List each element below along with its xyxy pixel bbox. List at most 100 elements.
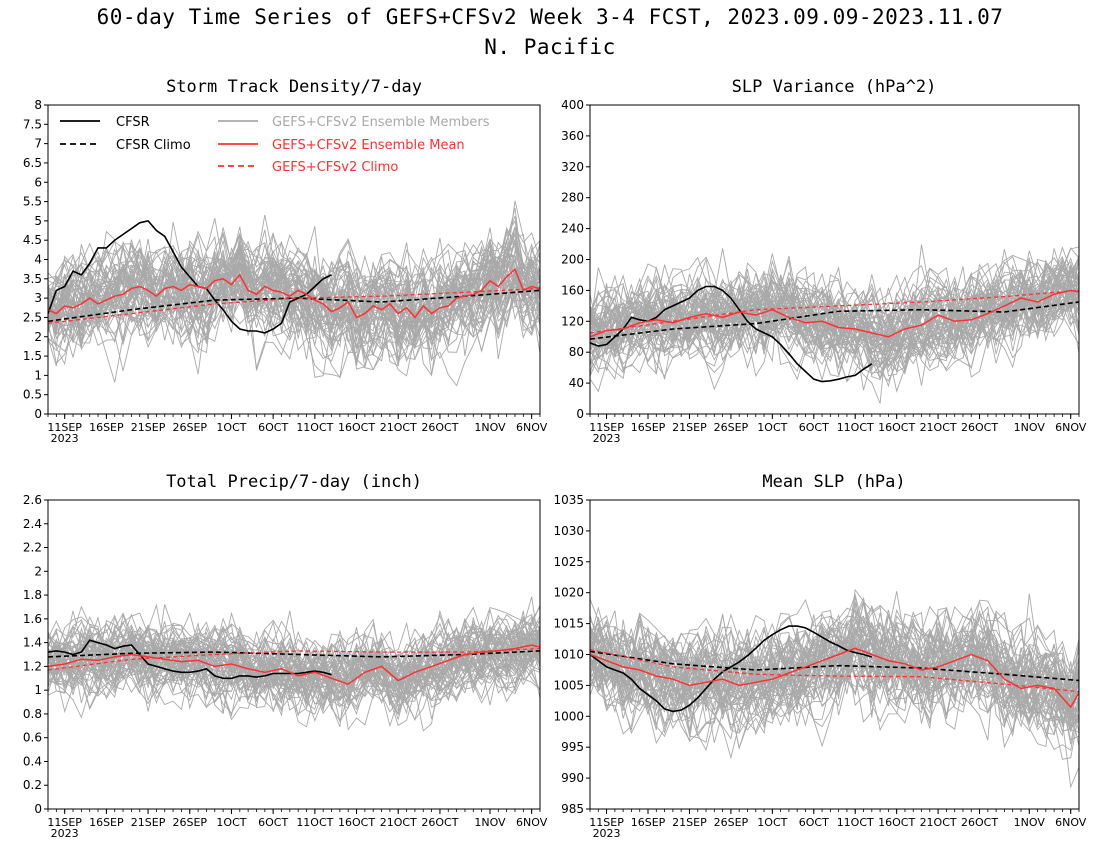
plot-area <box>590 244 1079 404</box>
y-tick-label: 995 <box>561 740 584 754</box>
x-tick-year: 2023 <box>51 827 79 840</box>
ensemble-member-line <box>48 614 540 709</box>
y-tick-label: 3.5 <box>23 272 42 286</box>
x-tick-label: 11OCT <box>296 421 333 434</box>
x-tick-label: 16SEP <box>631 816 666 829</box>
x-tick-label: 16SEP <box>89 816 124 829</box>
y-tick-label: 0.8 <box>23 707 42 721</box>
ensemble-member-line <box>48 240 540 371</box>
ensemble-member-line <box>48 254 540 363</box>
ensemble-member-line <box>590 264 1079 372</box>
y-tick-label: 2.6 <box>23 493 42 507</box>
y-tick-label: 1030 <box>553 524 584 538</box>
ensemble-members <box>590 244 1079 404</box>
ensemble-members <box>48 200 540 387</box>
y-tick-label: 4 <box>34 253 42 267</box>
y-tick-label: 1.8 <box>23 588 42 602</box>
x-tick-label: 11SEP <box>589 421 624 434</box>
x-tick-label: 6NOV <box>516 421 548 434</box>
legend-ens-mean-label: GEFS+CFSv2 Ensemble Mean <box>272 138 465 153</box>
ensemble-member-line <box>590 613 1079 760</box>
page-subtitle-region: N. Pacific <box>484 35 616 59</box>
plot-area <box>48 200 540 387</box>
y-tick-label: 2.2 <box>23 541 42 555</box>
legend-cfsr-climo-label: CFSR Climo <box>116 138 191 153</box>
y-tick-label: 8 <box>34 98 42 112</box>
x-tick-year: 2023 <box>593 827 621 840</box>
x-tick-label: 21SEP <box>672 816 707 829</box>
cfsr-line <box>590 625 873 713</box>
x-tick-label: 1NOV <box>474 816 506 829</box>
ensemble-member-line <box>48 227 540 361</box>
x-tick-label: 21SEP <box>672 421 707 434</box>
x-tick-label: 21OCT <box>380 816 417 829</box>
ensemble-member-line <box>48 610 540 710</box>
x-tick-label: 16SEP <box>631 421 666 434</box>
y-tick-label: 1020 <box>553 586 584 600</box>
y-tick-label: 2.5 <box>23 310 42 324</box>
ensemble-member-line <box>48 255 540 345</box>
ensemble-member-line <box>48 613 540 709</box>
ensemble-member-line <box>48 249 540 366</box>
ensemble-member-line <box>590 615 1079 735</box>
gefs-cfsv2-climo-line <box>590 289 1079 334</box>
y-tick-label: 240 <box>561 222 584 236</box>
panel-title: SLP Variance (hPa^2) <box>732 77 937 97</box>
x-tick-label: 16SEP <box>89 421 124 434</box>
x-tick-label: 21OCT <box>920 816 957 829</box>
cfsr-line <box>48 639 332 680</box>
ensemble-member-line <box>48 622 540 706</box>
x-tick-label: 21OCT <box>920 421 957 434</box>
y-tick-label: 7 <box>34 137 42 151</box>
ensemble-member-line <box>590 246 1079 357</box>
gefs-cfsv2-climo-line <box>48 647 540 671</box>
ensemble-member-line <box>48 629 540 723</box>
cfsr-climo-line <box>590 650 1079 682</box>
y-tick-label: 280 <box>561 191 584 205</box>
y-tick-label: 1000 <box>553 709 584 723</box>
y-tick-label: 7.5 <box>23 117 42 131</box>
y-tick-label: 1035 <box>553 493 584 507</box>
x-tick-label: 26OCT <box>421 421 458 434</box>
ensemble-member-line <box>590 610 1079 736</box>
panel-title: Mean SLP (hPa) <box>762 472 905 492</box>
y-tick-label: 0.4 <box>23 754 42 768</box>
x-tick-label: 6OCT <box>258 816 288 829</box>
y-tick-label: 2 <box>34 564 42 578</box>
x-tick-label: 26OCT <box>961 816 998 829</box>
x-tick-label: 6NOV <box>1055 816 1087 829</box>
legend-cfsr-label: CFSR <box>116 115 150 130</box>
ensemble-member-line <box>590 261 1079 360</box>
ensemble-members <box>48 596 540 732</box>
ensemble-member-line <box>48 226 540 353</box>
y-tick-label: 1015 <box>553 617 584 631</box>
x-tick-label: 11SEP <box>589 816 624 829</box>
panel-4: Mean SLP (hPa) 985 990 995 1000 1005 1010 1015 1… <box>553 472 1086 840</box>
x-tick-label: 11SEP <box>47 421 82 434</box>
y-tick-label: 120 <box>561 314 584 328</box>
panel-2: SLP Variance (hPa^2) 0 40 80 120 160 200 240 280… <box>561 77 1087 445</box>
y-tick-label: 5 <box>34 214 42 228</box>
x-tick-label: 6NOV <box>516 816 548 829</box>
y-tick-label: 1 <box>34 368 42 382</box>
ensemble-member-line <box>590 262 1079 373</box>
ensemble-member-line <box>590 634 1079 732</box>
y-tick-label: 160 <box>561 283 584 297</box>
y-tick-label: 0.6 <box>23 731 42 745</box>
y-tick-label: 1.4 <box>23 636 42 650</box>
x-tick-label: 16OCT <box>338 816 375 829</box>
ensemble-member-line <box>48 248 540 367</box>
ensemble-member-line <box>48 604 540 703</box>
y-tick-label: 0 <box>34 802 42 816</box>
x-tick-label: 26OCT <box>421 816 458 829</box>
x-tick-label: 11SEP <box>47 816 82 829</box>
y-tick-label: 2.4 <box>23 517 42 531</box>
plot-area <box>48 596 540 732</box>
ensemble-member-line <box>590 625 1079 711</box>
ensemble-member-line <box>590 256 1079 376</box>
gefs-cfsv2-ensemble-mean-line <box>48 267 540 319</box>
y-tick-label: 1 <box>34 683 42 697</box>
x-tick-label: 26OCT <box>961 421 998 434</box>
x-tick-label: 6OCT <box>799 816 829 829</box>
